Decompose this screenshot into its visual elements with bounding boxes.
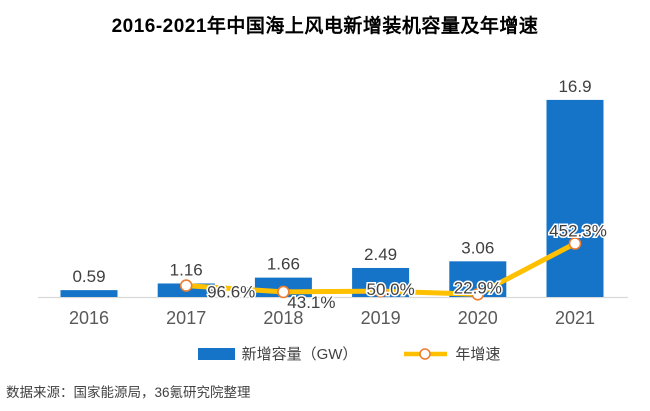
growth-marker-2020 [471,287,485,301]
bar-series-swatch-icon [197,347,235,360]
x-axis-label-2018: 2018 [263,308,303,328]
bar-value-label-2017: 1.16 [170,260,203,279]
growth-marker-2018 [277,285,290,299]
legend: 新增容量（GW） 年增速 [24,343,650,364]
legend-item-growth: 年增速 [403,343,500,364]
growth-value-label-2018: 43.1% [287,293,335,312]
line-series-swatch-icon [404,347,448,360]
chart-title: 2016-2021年中国海上风电新增装机容量及年增速 [111,16,539,37]
x-axis-label-2016: 2016 [69,308,109,328]
x-axis-label-2020: 2020 [458,308,498,328]
x-axis-label-2017: 2017 [166,308,206,328]
growth-value-label-2020: 22.9% [454,278,502,297]
legend-item-capacity: 新增容量（GW） [197,343,358,364]
growth-marker-2019 [374,284,387,298]
bar-value-label-2016: 0.59 [72,267,105,286]
growth-value-label-2017: 96.6% [207,283,255,302]
legend-line-label: 年增速 [455,346,501,363]
x-axis-label-2021: 2021 [555,308,595,328]
bar-value-label-2020: 3.06 [461,238,494,257]
legend-bar-label: 新增容量（GW） [241,346,358,363]
data-source-note: 数据来源：国家能源局，36氪研究院整理 [6,385,251,400]
bar-2021 [546,99,604,297]
growth-value-label-2019: 50.0% [366,280,414,299]
bar-value-label-2018: 1.66 [267,255,300,274]
bar-2016 [60,290,118,297]
bar-value-label-2021: 16.9 [558,77,591,96]
x-axis-label-2019: 2019 [361,308,401,328]
growth-marker-2017 [179,279,193,292]
growth-value-label-2021: 452.3% [549,221,607,240]
growth-marker-2021 [568,237,582,250]
bar-value-label-2019: 2.49 [364,245,397,264]
